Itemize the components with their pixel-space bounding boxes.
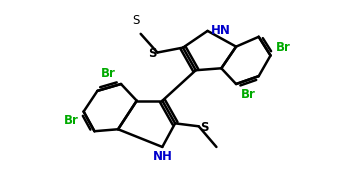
Text: S: S	[148, 47, 156, 60]
Text: Br: Br	[241, 88, 256, 101]
Text: Br: Br	[101, 67, 116, 80]
Text: HN: HN	[211, 24, 231, 37]
Text: Br: Br	[276, 41, 290, 54]
Text: NH: NH	[152, 150, 172, 163]
Text: S: S	[200, 121, 208, 134]
Text: Br: Br	[64, 114, 79, 127]
Text: S: S	[132, 14, 139, 27]
